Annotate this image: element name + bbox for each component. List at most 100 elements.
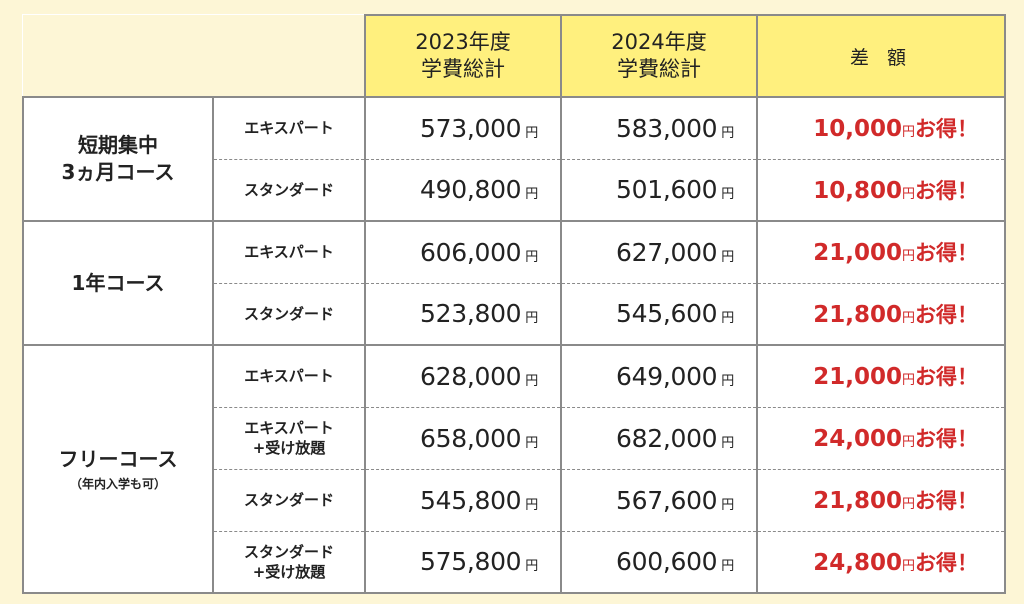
header-2023-year: 2023年度 [415,30,511,54]
savings-label: お得！ [915,241,978,266]
yen-unit: 円 [721,435,734,451]
course-note: （年内入学も可） [69,476,166,491]
course-name-cell: 1年コース [22,220,214,346]
difference-value: 21,000 [813,364,902,391]
yen-unit: 円 [721,311,734,327]
difference-value: 21,000 [813,240,902,267]
plan-name-line: スタンダード [243,180,334,199]
yen-unit: 円 [525,435,538,451]
price-2023-cell: 606,000 円 [364,220,562,284]
plan-name-line: スタンダード [243,304,334,323]
difference-cell: 24,800円お得！ [756,530,1006,594]
difference-value: 21,800 [813,301,902,328]
plan-name-line: エキスパート [244,367,334,386]
yen-unit: 円 [901,497,915,512]
savings-label: お得！ [915,365,978,390]
difference-value: 24,800 [813,549,902,576]
savings-label: お得！ [915,489,978,513]
price-value: 545,600 [616,299,718,329]
price-value: 627,000 [616,237,718,267]
price-value: 490,800 [420,175,522,205]
price-value: 649,000 [616,361,718,391]
header-blank-cell [23,15,366,98]
yen-unit: 円 [901,186,915,202]
price-2023-cell: 490,800 円 [364,158,562,222]
header-2024-year: 2024年度 [611,30,707,54]
plan-name-cell: エキスパート +受け放題 [212,406,366,470]
table-row: スタンダード 545,800 円 567,600 円 21,800円お得！ [23,468,1006,532]
plan-name-line: +受け放題 [252,562,326,581]
price-value: 606,000 [420,237,522,267]
difference-value: 10,800 [813,177,902,204]
difference-cell: 21,800円お得！ [756,282,1006,346]
price-value: 583,000 [616,113,718,143]
price-2023-cell: 573,000 円 [364,96,562,160]
price-value: 628,000 [420,361,522,391]
table-row: エキスパート +受け放題 658,000 円 682,000 円 24,000円お得！ [23,406,1006,470]
price-2024-cell: 682,000 円 [560,406,758,470]
yen-unit: 円 [721,559,734,575]
yen-unit: 円 [525,311,538,327]
header-2024-total: 2024年度 学費総計 [560,14,758,98]
header-2023-label: 学費総計 [421,57,505,81]
price-value: 573,000 [420,113,522,143]
price-2023-cell: 523,800 円 [364,282,562,346]
table-row: スタンダード +受け放題 575,800 円 600,600 円 24,800円お得！ [23,530,1006,594]
price-2024-cell: 567,600 円 [560,468,758,532]
yen-unit: 円 [721,373,734,389]
savings-label: お得！ [915,427,978,451]
course-name-line: 短期集中 [78,133,158,157]
price-2024-cell: 649,000 円 [560,344,758,408]
plan-name-line: エキスパート [244,419,334,437]
plan-name-line: +受け放題 [252,439,326,457]
price-value: 575,800 [420,547,522,577]
difference-cell: 21,000円お得！ [756,220,1006,284]
table-row: スタンダード 523,800 円 545,600 円 21,800円お得！ [23,282,1006,346]
difference-cell: 10,000円お得！ [756,96,1006,160]
price-2024-cell: 583,000 円 [560,96,758,160]
difference-cell: 21,000円お得！ [756,344,1006,408]
price-2023-cell: 658,000 円 [364,406,562,470]
header-2024-label: 学費総計 [617,57,701,81]
table-row: スタンダード 490,800 円 501,600 円 10,800円お得！ [23,158,1006,222]
price-2024-cell: 600,600 円 [560,530,758,594]
difference-value: 24,000 [813,426,902,452]
yen-unit: 円 [901,125,915,141]
yen-unit: 円 [721,249,734,265]
yen-unit: 円 [721,125,734,141]
yen-unit: 円 [901,310,915,326]
plan-name-cell: エキスパート [212,344,366,408]
yen-unit: 円 [901,373,915,389]
plan-name-cell: スタンダード +受け放題 [212,530,366,594]
course-name-line: フリーコース [58,446,178,471]
price-2024-cell: 627,000 円 [560,220,758,284]
yen-unit: 円 [525,187,538,203]
price-value: 600,600 [616,547,718,577]
header-difference: 差 額 [756,14,1006,98]
plan-name-cell: スタンダード [212,282,366,346]
plan-name-line: エキスパート [244,119,334,138]
yen-unit: 円 [901,558,915,574]
yen-unit: 円 [901,249,915,265]
price-2023-cell: 545,800 円 [364,468,562,532]
table-row: 短期集中 3ヵ月コース エキスパート 573,000 円 583,000 円 10,000円お… [22,96,1006,222]
difference-cell: 24,000円お得！ [756,406,1006,470]
yen-unit: 円 [525,497,538,513]
difference-value: 10,000 [813,116,902,143]
price-value: 523,800 [420,299,522,329]
table-row: 1年コース エキスパート 606,000 円 627,000 円 21,000円お得！ [22,220,1006,346]
price-2024-cell: 501,600 円 [560,158,758,222]
header-2023-total: 2023年度 学費総計 [364,14,562,98]
savings-label: お得！ [915,178,978,203]
price-value: 501,600 [616,175,718,205]
tuition-comparison-table: 2023年度 学費総計 2024年度 学費総計 差 額 短期集中 3ヵ月コースエキ… [22,14,1006,594]
table-body: 短期集中 3ヵ月コース エキスパート 573,000 円 583,000 円 10,000円お… [22,96,1006,594]
yen-unit: 円 [721,187,734,203]
price-value: 682,000 [616,423,718,453]
table-row: フリーコース （年内入学も可） エキスパート 628,000 円 649,000 円 21,0… [22,344,1006,594]
price-value: 658,000 [420,423,522,453]
course-name-line: 1年コース [71,270,165,295]
price-2023-cell: 575,800 円 [364,530,562,594]
course-name-cell: 短期集中 3ヵ月コース [22,96,214,222]
savings-label: お得！ [915,302,978,327]
